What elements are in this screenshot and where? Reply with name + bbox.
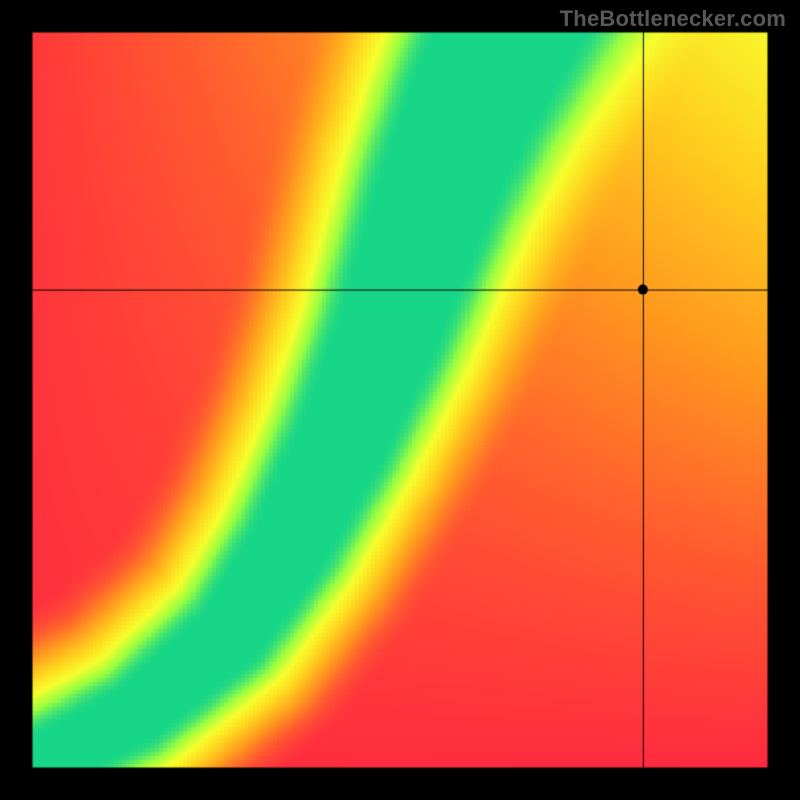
heatmap-canvas xyxy=(0,0,800,800)
chart-container: TheBottlenecker.com xyxy=(0,0,800,800)
watermark-text: TheBottlenecker.com xyxy=(560,6,786,32)
